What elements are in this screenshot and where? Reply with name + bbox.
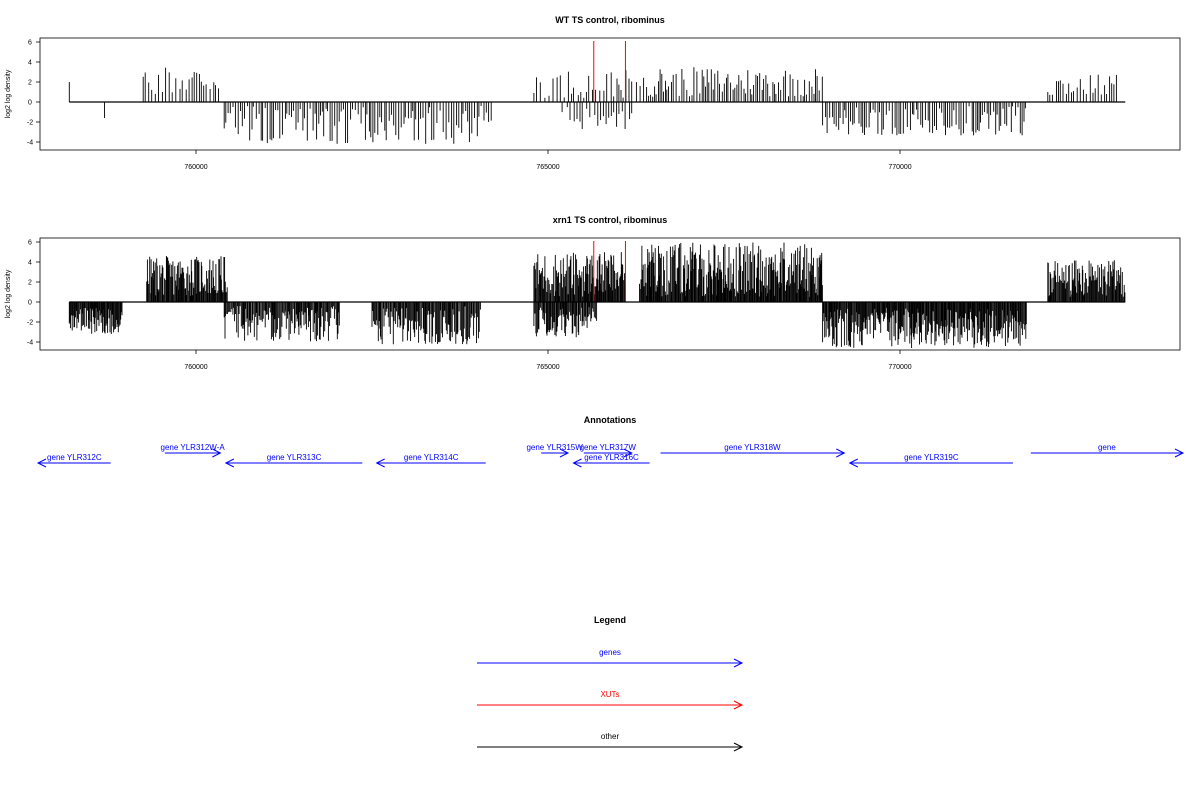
arrowhead-right-icon	[559, 448, 570, 458]
gene-label: gene YLR317W	[580, 443, 637, 452]
gene-annotation: gene YLR317W	[580, 443, 637, 458]
legend-item: XUTs	[477, 690, 744, 710]
arrowhead-left-icon	[224, 458, 235, 468]
arrowhead-right-icon	[836, 448, 846, 458]
x-tick-label: 770000	[888, 364, 911, 371]
x-tick-label: 760000	[184, 364, 207, 371]
panel-wt-axes: 6 4 2 0 -2 -4 760000 765000 770000	[27, 40, 1126, 171]
y-tick-label: 4	[28, 60, 32, 67]
panel-xrn1-frame	[39, 237, 1181, 351]
arrowhead-right-icon	[212, 448, 222, 458]
gene-label: gene YLR312W-A	[161, 443, 226, 452]
arrowhead-left-icon	[848, 458, 859, 468]
gene-annotation: gene YLR316C	[572, 453, 650, 468]
arrowhead-left-icon	[572, 458, 582, 468]
x-tick-label: 765000	[536, 164, 559, 171]
gene-label: gene YLR315W	[526, 443, 583, 452]
arrowhead-right-icon	[1174, 448, 1185, 458]
panel-xrn1-ylabel: log2 log density	[5, 269, 12, 318]
gene-annotation: gene YLR314C	[375, 453, 486, 468]
arrowhead-right-icon	[733, 658, 744, 668]
gene-annotation: gene YLR319C	[848, 453, 1013, 468]
panel-wt: WT TS control, ribominus log2 log densit…	[5, 15, 1181, 171]
y-tick-label: -4	[27, 340, 33, 347]
panel-xrn1-title: xrn1 TS control, ribominus	[553, 215, 668, 225]
gene-label: gene YLR313C	[267, 453, 322, 462]
x-tick-label: 760000	[184, 164, 207, 171]
panel-wt-ylabel: log2 log density	[5, 69, 12, 118]
legend-label: other	[601, 732, 620, 741]
annotations-title: Annotations	[584, 415, 637, 425]
gene-annotation: gene YLR313C	[224, 453, 363, 468]
y-tick-label: 4	[28, 260, 32, 267]
gene-annotation: gene YLR312W-A	[161, 443, 226, 458]
y-tick-label: -2	[27, 320, 33, 327]
gene-label: gene YLR316C	[584, 453, 639, 462]
arrowhead-left-icon	[36, 458, 47, 468]
y-tick-label: 2	[28, 80, 32, 87]
panel-wt-title: WT TS control, ribominus	[555, 15, 665, 25]
legend-title: Legend	[594, 615, 626, 625]
y-tick-label: 2	[28, 280, 32, 287]
x-tick-label: 765000	[536, 364, 559, 371]
legend-panel: Legend genes XUTs other	[477, 615, 744, 752]
legend-items: genes XUTs other	[477, 648, 744, 752]
legend-label: genes	[599, 648, 621, 657]
gene-annotation: gene YLR315W	[526, 443, 583, 458]
panel-xrn1-axes: 6 4 2 0 -2 -4 760000 765000 770000	[27, 240, 1126, 371]
annotation-genes: gene YLR312C gene YLR312W-A gene YLR313C ge…	[36, 443, 1185, 468]
legend-item: other	[477, 732, 744, 752]
panel-xrn1: xrn1 TS control, ribominus log2 log dens…	[5, 215, 1181, 371]
y-tick-label: 6	[28, 40, 32, 47]
arrowhead-right-icon	[623, 448, 633, 458]
y-tick-label: 0	[28, 100, 32, 107]
panel-wt-frame	[39, 37, 1181, 151]
panel-xrn1-bars	[68, 241, 1126, 348]
gene-label: gene	[1098, 443, 1116, 452]
y-tick-label: 0	[28, 300, 32, 307]
gene-label: gene YLR318W	[724, 443, 781, 452]
gene-annotation: gene	[1030, 443, 1185, 458]
gene-label: gene YLR314C	[404, 453, 459, 462]
legend-label: XUTs	[600, 690, 619, 699]
y-tick-label: 6	[28, 240, 32, 247]
legend-item: genes	[477, 648, 744, 668]
gene-label: gene YLR312C	[47, 453, 102, 462]
gene-label: gene YLR319C	[904, 453, 959, 462]
arrowhead-left-icon	[375, 458, 385, 468]
gene-annotation: gene YLR318W	[660, 443, 846, 458]
arrowhead-right-icon	[733, 700, 744, 710]
y-tick-label: -4	[27, 140, 33, 147]
gene-annotation: gene YLR312C	[36, 453, 111, 468]
x-tick-label: 770000	[888, 164, 911, 171]
y-tick-label: -2	[27, 120, 33, 127]
panel-wt-bars	[68, 41, 1117, 144]
arrowhead-right-icon	[733, 742, 744, 752]
